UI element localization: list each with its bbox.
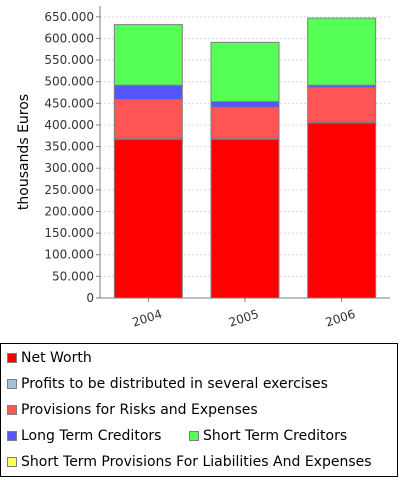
bar-segment-2004-4 [113, 24, 183, 86]
legend-label: Short Term Provisions For Liabilities An… [21, 454, 372, 470]
x-tick-label: 2005 [227, 307, 260, 330]
legend-label: Short Term Creditors [203, 428, 348, 444]
y-tick-label: 400.000 [44, 118, 94, 132]
bar-segment-2005-3 [210, 101, 280, 108]
y-tick-label: 100.000 [44, 248, 94, 262]
y-tick-label: 200.000 [44, 204, 94, 218]
legend-item: Short Term Creditors [189, 428, 347, 444]
legend-swatch [7, 405, 17, 415]
y-tick-label: 350.000 [44, 140, 94, 154]
bar-segment-2006-4 [307, 17, 377, 86]
y-tick-label: 150.000 [44, 226, 94, 240]
legend-swatch [189, 431, 199, 441]
y-axis-title: thousands Euros [16, 94, 32, 210]
y-tick-label: 550.000 [44, 53, 94, 67]
legend-label: Net Worth [21, 350, 92, 366]
y-tick-label: 0 [86, 291, 94, 305]
y-tick-label: 650.000 [44, 10, 94, 24]
legend-label: Long Term Creditors [21, 428, 162, 444]
y-tick-label: 500.000 [44, 75, 94, 89]
bar-segment-2004-2 [113, 98, 183, 139]
legend-item: Profits to be distributed in several exe… [7, 376, 328, 392]
y-tick-label: 600.000 [44, 31, 94, 45]
bar-segment-2004-0 [113, 138, 183, 299]
bar-segment-2004-3 [113, 84, 183, 100]
stacked-bar-chart: 0 50.000 100.000 150.000 200.000 250.000 300.0… [16, 6, 390, 330]
legend-swatch [7, 431, 17, 441]
y-tick-label: 450.000 [44, 96, 94, 110]
x-tick-label: 2004 [130, 307, 163, 330]
y-tick-label: 50.000 [52, 269, 94, 283]
bar-segment-2005-2 [210, 106, 280, 139]
chart-area: 0 50.000 100.000 150.000 200.000 250.000 300.0… [16, 6, 390, 330]
legend-item: Provisions for Risks and Expenses [7, 402, 258, 418]
bar-segment-2006-0 [307, 122, 377, 299]
bar-segment-2005-4 [210, 41, 280, 103]
legend-item: Short Term Provisions For Liabilities An… [7, 454, 372, 470]
bar-segment-2006-2 [307, 86, 377, 123]
y-tick-label: 300.000 [44, 161, 94, 175]
legend-swatch [7, 353, 17, 363]
x-tick-label: 2006 [324, 307, 357, 330]
legend-swatch [7, 457, 17, 467]
legend-item: Long Term Creditors [7, 428, 161, 444]
bar-segment-2005-0 [210, 138, 280, 299]
y-tick-label: 250.000 [44, 183, 94, 197]
legend-swatch [7, 379, 17, 389]
legend-label: Provisions for Risks and Expenses [21, 402, 258, 418]
legend-item: Net Worth [7, 350, 92, 366]
chart-legend: Net Worth Profits to be distributed in se… [0, 343, 398, 477]
legend-label: Profits to be distributed in several exe… [21, 376, 328, 392]
